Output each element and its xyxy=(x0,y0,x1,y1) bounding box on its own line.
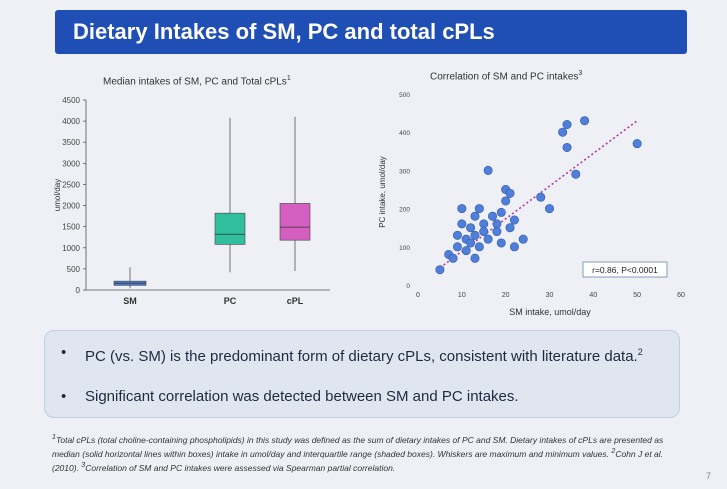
box-chart-ylabel: umol/day xyxy=(53,179,62,211)
scatter-point xyxy=(448,253,458,263)
scatter-x-tick-label: 40 xyxy=(589,292,597,299)
scatter-y-tick-label: 400 xyxy=(399,130,410,137)
scatter-point xyxy=(562,142,572,152)
scatter-chart-ylabel: PC intake, umol/day xyxy=(378,156,387,228)
bullet-1: • PC (vs. SM) is the predominant form of… xyxy=(61,344,643,365)
scatter-point xyxy=(509,215,519,225)
scatter-point xyxy=(505,188,515,198)
scatter-y-tick-label: 200 xyxy=(399,207,410,214)
scatter-x-tick-label: 20 xyxy=(502,292,510,299)
bullet-dot: • xyxy=(61,344,67,361)
box-chart-title: Median intakes of SM, PC and Total cPLs1 xyxy=(103,75,291,88)
scatter-y-tick-label: 500 xyxy=(399,92,410,99)
scatter-point xyxy=(479,227,489,237)
box-y-tick-label: 3500 xyxy=(62,138,80,147)
box-y-tick-label: 1000 xyxy=(62,244,80,253)
scatter-point xyxy=(562,120,572,130)
scatter-point xyxy=(571,169,581,179)
bullet-2-text: Significant correlation was detected bet… xyxy=(85,388,519,405)
scatter-point xyxy=(496,238,506,248)
box-y-tick-label: 500 xyxy=(67,265,81,274)
scatter-y-tick-label: 300 xyxy=(399,168,410,175)
scatter-point xyxy=(496,207,506,217)
scatter-point xyxy=(470,211,480,221)
stat-box xyxy=(582,261,668,278)
box-y-tick-label: 2000 xyxy=(62,202,80,211)
scatter-point xyxy=(457,204,467,214)
summary-box: • PC (vs. SM) is the predominant form of… xyxy=(44,330,680,418)
scatter-point xyxy=(488,211,498,221)
scatter-x-tick-label: 50 xyxy=(633,292,641,299)
scatter-point xyxy=(474,242,484,252)
scatter-point xyxy=(470,253,480,263)
scatter-y-tick-label: 0 xyxy=(406,283,410,290)
bullet-dot: • xyxy=(61,388,67,405)
scatter-y-tick-label: 100 xyxy=(399,245,410,252)
scatter-point xyxy=(501,196,511,206)
page-number: 7 xyxy=(705,471,711,481)
scatter-point xyxy=(466,223,476,233)
scatter-point xyxy=(492,227,502,237)
box-cpl xyxy=(279,203,311,241)
scatter-point xyxy=(558,127,568,137)
scatter-point xyxy=(509,242,519,252)
box-pc xyxy=(214,212,246,245)
scatter-point xyxy=(632,139,642,149)
scatter-point xyxy=(461,246,471,256)
scatter-point xyxy=(474,204,484,214)
box-y-tick-label: 4000 xyxy=(62,117,80,126)
slide-title: Dietary Intakes of SM, PC and total cPLs xyxy=(73,19,495,44)
stat-label: r=0.86, P<0.0001 xyxy=(592,265,658,275)
box-y-tick-label: 1500 xyxy=(62,223,80,232)
bullet-2: • Significant correlation was detected b… xyxy=(61,387,519,406)
title-banner: Dietary Intakes of SM, PC and total cPLs xyxy=(55,10,687,54)
scatter-point xyxy=(457,219,467,229)
box-category-label: SM xyxy=(123,296,137,306)
bullet-1-text: PC (vs. SM) is the predominant form of d… xyxy=(85,348,638,365)
scatter-point xyxy=(479,219,489,229)
scatter-point xyxy=(580,116,590,126)
scatter-point xyxy=(544,204,554,214)
scatter-x-tick-label: 0 xyxy=(416,292,420,299)
scatter-point xyxy=(505,223,515,233)
scatter-point xyxy=(483,234,493,244)
scatter-point xyxy=(483,165,493,175)
scatter-point xyxy=(518,234,528,244)
scatter-chart-title: Correlation of SM and PC intakes3 xyxy=(430,70,583,83)
scatter-point xyxy=(435,265,445,275)
scatter-x-tick-label: 60 xyxy=(677,292,685,299)
scatter-point xyxy=(452,230,462,240)
box-category-label: cPL xyxy=(287,296,304,306)
scatter-point xyxy=(492,219,502,229)
scatter-x-tick-label: 30 xyxy=(546,292,554,299)
scatter-point xyxy=(452,242,462,252)
scatter-chart-xlabel: SM intake, umol/day xyxy=(509,307,591,317)
box-category-label: PC xyxy=(224,296,237,306)
box-y-tick-label: 3000 xyxy=(62,159,80,168)
scatter-point xyxy=(466,238,476,248)
scatter-point xyxy=(470,230,480,240)
box-y-tick-label: 4500 xyxy=(62,96,80,105)
scatter-point xyxy=(536,192,546,202)
footnote: 1Total cPLs (total choline-containing ph… xyxy=(52,433,664,473)
scatter-x-tick-label: 10 xyxy=(458,292,466,299)
box-y-tick-label: 2500 xyxy=(62,180,80,189)
box-y-tick-label: 0 xyxy=(76,286,81,295)
